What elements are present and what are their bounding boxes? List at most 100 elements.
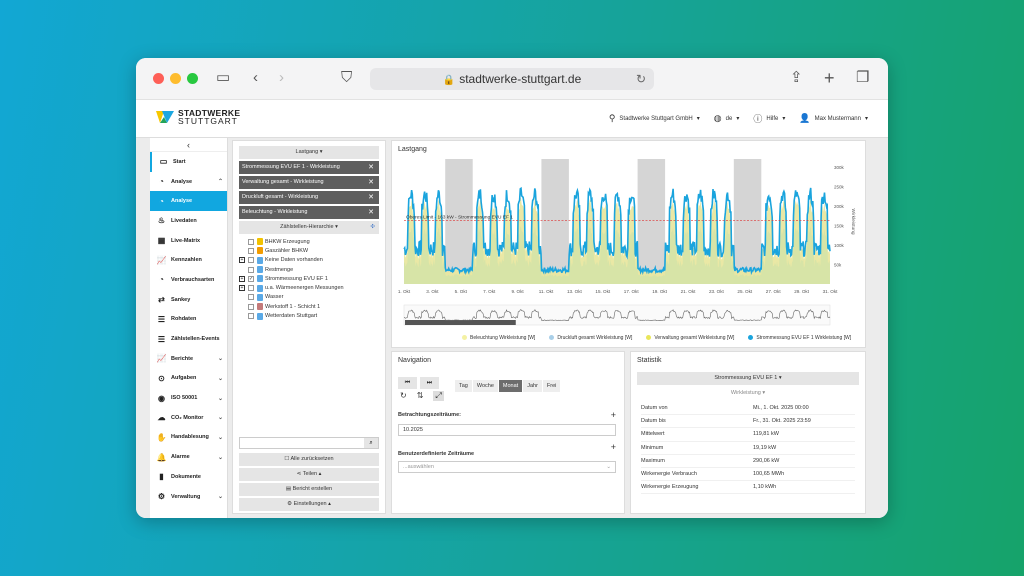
sidebar-item-15[interactable]: 🔔 Alarme ⌄ bbox=[150, 447, 227, 467]
stat-row: Wirkenergie Verbrauch 100,65 MWh bbox=[641, 468, 855, 482]
selected-series-row[interactable]: Verwaltung gesamt - Wirkleistung ✕ bbox=[239, 176, 379, 189]
minimize-window-button[interactable] bbox=[170, 73, 181, 84]
legend-item[interactable]: Verwaltung gesamt Wirkleistung [W] bbox=[646, 335, 734, 341]
tree-node[interactable]: Wetterdaten Stuttgart bbox=[239, 311, 379, 320]
tree-checkbox[interactable] bbox=[248, 257, 254, 264]
add-custom-period-icon[interactable]: + bbox=[610, 442, 616, 452]
compare-icon[interactable]: ⇅ bbox=[416, 391, 424, 400]
tabs-overview-icon[interactable]: ❐ bbox=[856, 69, 870, 86]
tab-woche[interactable]: Woche bbox=[472, 380, 498, 392]
remove-series-icon[interactable]: ✕ bbox=[368, 179, 374, 186]
tab-tag[interactable]: Tag bbox=[455, 380, 472, 392]
tree-node[interactable]: + u.a. Wärmeenergen Messungen bbox=[239, 283, 379, 292]
custom-period-select[interactable]: ...auswählen ⌄ bbox=[398, 461, 616, 473]
reset-all-button[interactable]: ☐ Alle zurücksetzen bbox=[239, 453, 379, 466]
user-menu[interactable]: 👤 Max Mustermann ▾ bbox=[799, 113, 868, 124]
x-tick-label: 9. Okt bbox=[511, 289, 524, 294]
sidebar-item-5[interactable]: 📈 Kennzahlen bbox=[150, 250, 227, 270]
sidebar-collapse-button[interactable]: ‹ bbox=[150, 138, 227, 152]
address-bar[interactable]: 🔒 stadtwerke-stuttgart.de ↻ bbox=[370, 68, 654, 90]
selected-series-row[interactable]: Druckluft gesamt - Wirkleistung ✕ bbox=[239, 191, 379, 204]
first-period-button[interactable]: ⏮ bbox=[398, 377, 417, 389]
sidebar-item-11[interactable]: ⊙ Aufgaben ⌄ bbox=[150, 369, 227, 389]
legend-item[interactable]: Beleuchtung Wirkleistung [W] bbox=[462, 335, 535, 341]
sidebar-item-6[interactable]: ◔ Verbrauchsarten bbox=[150, 270, 227, 290]
sidebar-item-9[interactable]: ☰ Zählstellen-Events bbox=[150, 329, 227, 349]
shield-icon[interactable]: ⛉ bbox=[341, 69, 353, 86]
sidebar-item-0[interactable]: ▭ Start bbox=[150, 152, 227, 172]
close-window-button[interactable] bbox=[153, 73, 164, 84]
expand-node-icon[interactable]: + bbox=[239, 275, 245, 282]
period-input[interactable]: 10.2025 bbox=[398, 424, 616, 436]
expand-node-icon[interactable]: + bbox=[239, 257, 245, 264]
sidebar-item-14[interactable]: ✋ Handablesung ⌄ bbox=[150, 428, 227, 448]
sidebar-item-3[interactable]: ♨ Livedaten bbox=[150, 211, 227, 231]
language-selector[interactable]: ◍ de ▾ bbox=[714, 113, 740, 124]
expand-node-icon[interactable]: + bbox=[239, 285, 245, 292]
sidebar-item-8[interactable]: ☰ Rohdaten bbox=[150, 310, 227, 330]
settings-button[interactable]: ⚙ Einstellungen ▴ bbox=[239, 498, 379, 511]
tree-node[interactable]: Wasser bbox=[239, 293, 379, 302]
tree-node[interactable]: BHKW Erzeugung bbox=[239, 237, 379, 246]
create-report-button[interactable]: ▤ Bericht erstellen bbox=[239, 483, 379, 496]
sidebar-item-1[interactable]: ◔ Analyse ⌃ bbox=[150, 172, 227, 192]
lastgang-dropdown[interactable]: Lastgang ▾ bbox=[239, 146, 379, 159]
reload-icon[interactable]: ↻ bbox=[635, 72, 646, 86]
selected-series-row[interactable]: Beleuchtung - Wirkleistung ✕ bbox=[239, 206, 379, 219]
tree-checkbox[interactable] bbox=[248, 285, 254, 292]
remove-series-icon[interactable]: ✕ bbox=[368, 209, 374, 216]
share-button[interactable]: ⋖ Teilen ▴ bbox=[239, 468, 379, 481]
sidebar-item-16[interactable]: ▮ Dokumente bbox=[150, 467, 227, 487]
legend-item[interactable]: Strommessung EVU EF 1 Wirkleistung [W] bbox=[748, 335, 851, 341]
remove-series-icon[interactable]: ✕ bbox=[368, 194, 374, 201]
sidebar-item-10[interactable]: 📈 Berichte ⌄ bbox=[150, 349, 227, 369]
sidebar-item-2[interactable]: ◔ Analyse bbox=[150, 191, 227, 212]
tree-search-input[interactable]: ⌕ bbox=[239, 437, 379, 449]
tree-node[interactable]: + ✓ Strommessung EVU EF 1 bbox=[239, 274, 379, 283]
back-icon[interactable]: ‹ bbox=[253, 69, 258, 86]
tree-node[interactable]: Gaszähler BHKW bbox=[239, 246, 379, 255]
period-tabs: Tag Woche Monat Jahr Frei bbox=[455, 374, 561, 392]
tree-node[interactable]: + Keine Daten vorhanden bbox=[239, 256, 379, 265]
hierarchy-dropdown[interactable]: Zählstellen-Hierarchie ▾ ✣ bbox=[239, 221, 379, 234]
tree-checkbox[interactable]: ✓ bbox=[248, 275, 254, 282]
forward-icon[interactable]: › bbox=[279, 69, 284, 86]
weekend-band bbox=[733, 159, 762, 284]
sidebar-item-12[interactable]: ◉ ISO 50001 ⌄ bbox=[150, 388, 227, 408]
tree-checkbox[interactable] bbox=[248, 303, 254, 310]
remove-series-icon[interactable]: ✕ bbox=[368, 164, 374, 171]
sidebar-item-7[interactable]: ⇄ Sankey bbox=[150, 290, 227, 310]
refresh-icon[interactable]: ↻ bbox=[400, 391, 407, 400]
tree-checkbox[interactable] bbox=[248, 266, 254, 273]
tab-monat[interactable]: Monat bbox=[498, 380, 523, 392]
tab-jahr[interactable]: Jahr bbox=[523, 380, 542, 392]
limit-label: Oberes Limit - 163 kW - Strommessung EVU… bbox=[406, 214, 513, 220]
tab-frei[interactable]: Frei bbox=[542, 380, 561, 392]
tree-node[interactable]: Werkstoff 1 - Schicht 1 bbox=[239, 302, 379, 311]
meter-dropdown[interactable]: Strommessung EVU EF 1 ▾ bbox=[637, 372, 859, 385]
search-icon[interactable]: ⌕ bbox=[364, 438, 378, 448]
selected-series-row[interactable]: Strommessung EVU EF 1 - Wirkleistung ✕ bbox=[239, 161, 379, 174]
logo[interactable]: STADTWERKE STUTTGART bbox=[156, 109, 240, 125]
sidebar-toggle-icon[interactable]: ▭ bbox=[216, 69, 231, 86]
share-icon[interactable]: ⇪ bbox=[790, 69, 803, 86]
tree-checkbox[interactable] bbox=[248, 247, 254, 254]
sidebar-item-13[interactable]: ☁ CO₂ Monitor ⌄ bbox=[150, 408, 227, 428]
company-selector[interactable]: ⚲ Stadtwerke Stuttgart GmbH ▾ bbox=[609, 113, 700, 124]
sidebar-item-17[interactable]: ⚙ Verwaltung ⌄ bbox=[150, 487, 227, 507]
add-period-icon[interactable]: + bbox=[610, 410, 616, 420]
last-period-button[interactable]: ⏭ bbox=[420, 377, 439, 389]
tree-checkbox[interactable] bbox=[248, 238, 254, 245]
expand-icon[interactable]: ⤢ bbox=[433, 391, 444, 401]
sidebar-item-4[interactable]: ▦ Live-Matrix bbox=[150, 231, 227, 251]
maximize-window-button[interactable] bbox=[187, 73, 198, 84]
tree-checkbox[interactable] bbox=[248, 294, 254, 301]
legend-item[interactable]: Druckluft gesamt Wirkleistung [W] bbox=[549, 335, 632, 341]
help-menu[interactable]: ⓘ Hilfe ▾ bbox=[753, 112, 785, 125]
tree-checkbox[interactable] bbox=[248, 313, 254, 320]
lastgang-chart[interactable]: Oberes Limit - 163 kW - Strommessung EVU… bbox=[392, 155, 867, 343]
new-tab-icon[interactable]: + bbox=[824, 68, 835, 88]
metric-dropdown[interactable]: Wirkleistung ▾ bbox=[730, 390, 766, 396]
hierarchy-settings-icon[interactable]: ✣ bbox=[370, 224, 375, 230]
tree-node[interactable]: Restmenge bbox=[239, 265, 379, 274]
